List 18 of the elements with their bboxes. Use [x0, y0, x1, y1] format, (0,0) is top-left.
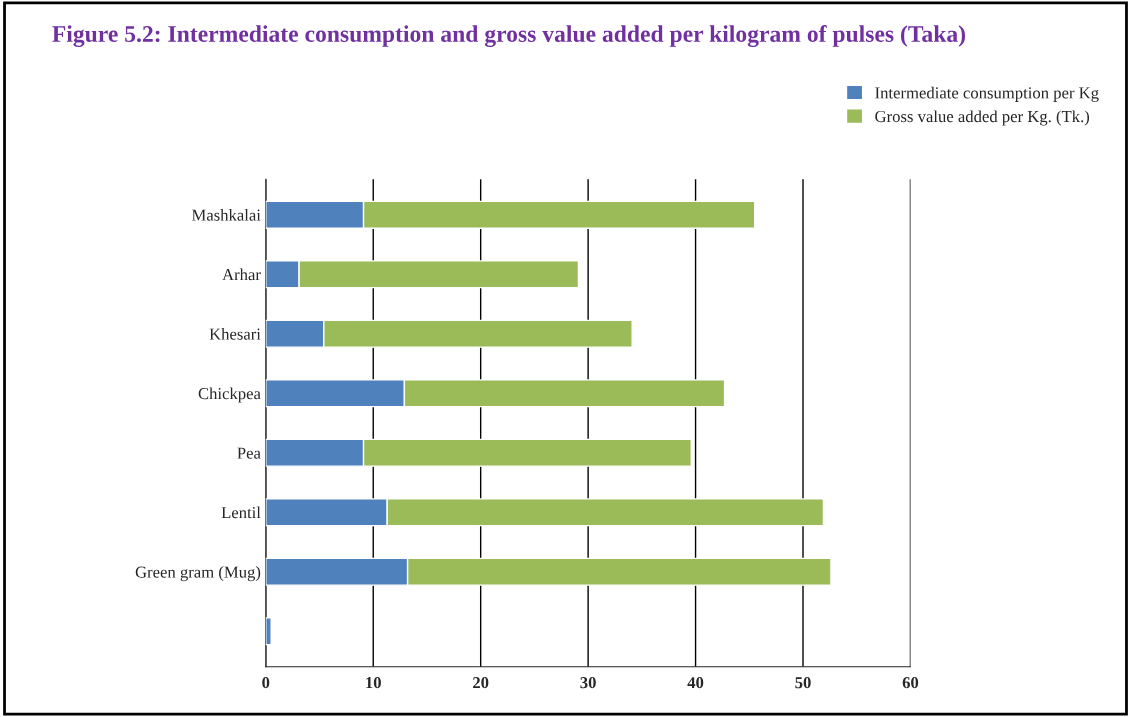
x-tick-label: 30: [580, 677, 596, 689]
y-tick-label: Arhar: [222, 268, 261, 281]
x-tick-label: 10: [366, 677, 381, 689]
legend-label: Intermediate consumption per Kg: [875, 86, 1099, 102]
x-tick-label: 60: [902, 677, 919, 689]
x-tick-label: 20: [473, 677, 489, 689]
x-tick-label: 0: [262, 677, 270, 689]
bar: [265, 617, 272, 646]
y-tick-label: Lentil: [221, 506, 261, 519]
legend-label: Gross value added per Kg. (Tk.): [875, 110, 1090, 126]
y-tick-label: Chickpea: [198, 387, 261, 403]
y-tick-label: Khesari: [209, 328, 261, 340]
y-tick-label: Green gram (Mug): [135, 565, 261, 582]
y-tick-label: Pea: [237, 447, 261, 459]
x-tick-label: 50: [795, 677, 811, 689]
x-tick-label: 40: [687, 677, 704, 689]
y-tick-label: Mashkalai: [191, 209, 261, 221]
chart-title: Figure 5.2: Intermediate consumption and gross value added per kilogram of pulses (Taka): [52, 25, 966, 47]
